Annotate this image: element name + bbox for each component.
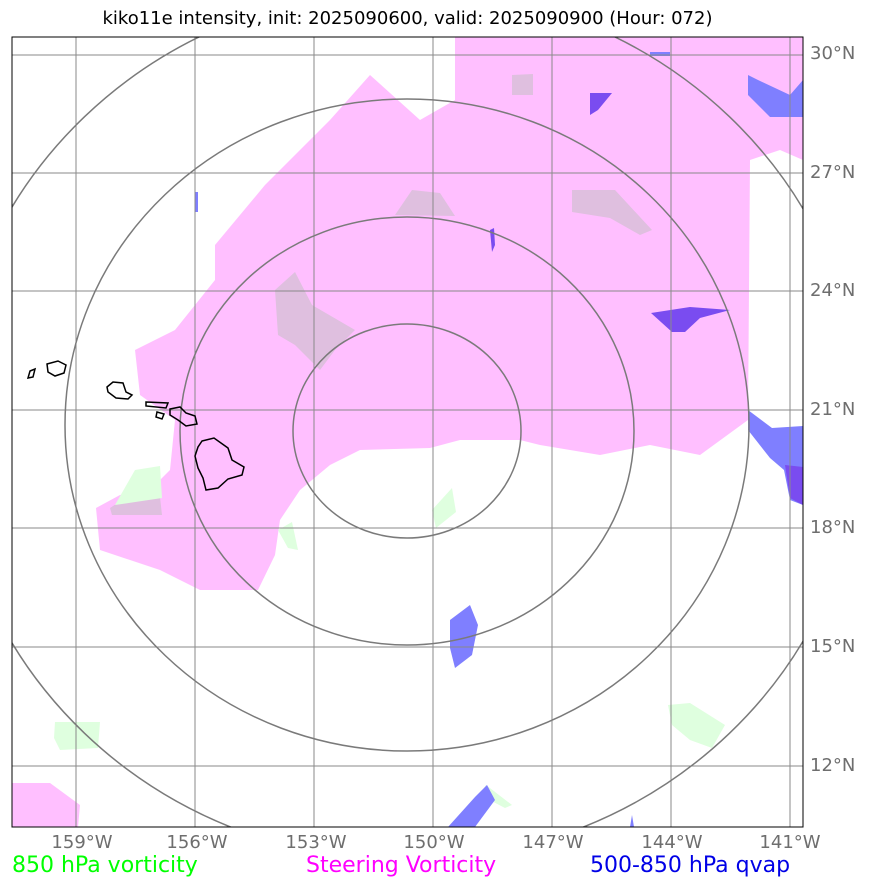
lat-label: 27°N	[810, 162, 856, 183]
overlap-region	[275, 272, 355, 370]
legend-steering-vorticity: Steering Vorticity	[306, 853, 497, 878]
overlap-region	[395, 190, 455, 216]
lon-label: 141°W	[759, 832, 821, 853]
overlap-region	[572, 190, 652, 235]
lat-label: 21°N	[810, 399, 856, 420]
island-maui	[169, 406, 198, 427]
lat-label: 18°N	[810, 517, 856, 538]
lat-label: 12°N	[810, 755, 856, 776]
qvap-region	[590, 93, 612, 115]
range-ring	[64, 98, 750, 752]
vorticity-850-region	[115, 466, 162, 505]
island-oahu	[106, 381, 134, 400]
range-rings	[12, 37, 803, 827]
qvap-region	[748, 75, 803, 117]
lat-label: 15°N	[810, 636, 856, 657]
legend-850-vorticity: 850 hPa vorticity	[12, 853, 198, 878]
island-kauai	[46, 360, 67, 377]
island-molokai	[145, 401, 170, 409]
range-ring	[179, 216, 635, 646]
chart-title: kiko11e intensity, init: 2025090600, val…	[102, 8, 713, 29]
lon-label: 147°W	[522, 832, 584, 853]
qvap-region	[630, 815, 634, 827]
island-niihau	[26, 367, 37, 379]
map-frame	[11, 36, 804, 828]
vorticity-850-region	[668, 703, 725, 748]
lat-label: 30°N	[810, 43, 856, 64]
overlap-region	[512, 74, 533, 95]
lon-label: 159°W	[51, 832, 113, 853]
vorticity-850-region	[278, 522, 298, 550]
island-big-island	[194, 437, 245, 491]
island-lanai	[155, 411, 166, 420]
lon-label: 153°W	[285, 832, 347, 853]
lat-label: 24°N	[810, 280, 856, 301]
steering-vorticity-region	[12, 783, 80, 827]
lon-label: 150°W	[403, 832, 465, 853]
qvap-region	[448, 785, 495, 827]
lon-label: 144°W	[641, 832, 703, 853]
range-ring	[292, 323, 522, 539]
qvap-region	[450, 605, 478, 668]
coastlines	[26, 360, 245, 491]
vorticity-850-region	[54, 722, 100, 750]
legend-qvap: 500-850 hPa qvap	[590, 853, 791, 878]
qvap-region	[195, 192, 198, 212]
vorticity-850-region	[432, 488, 456, 528]
lon-label: 156°W	[166, 832, 228, 853]
